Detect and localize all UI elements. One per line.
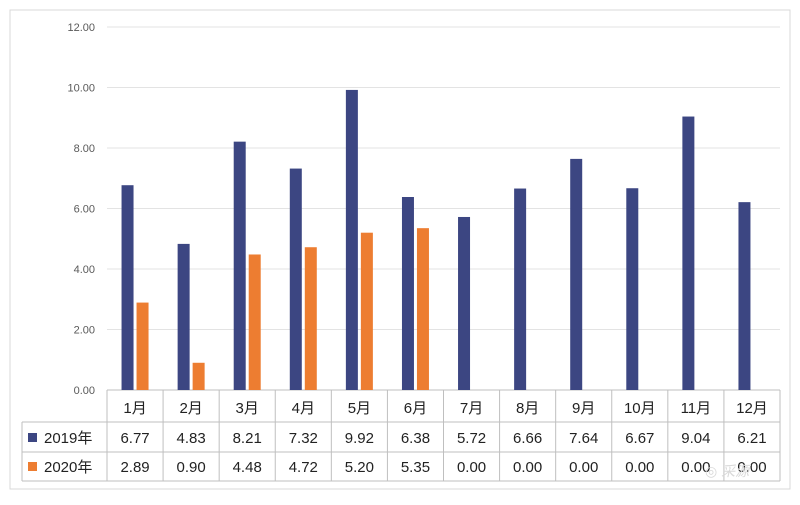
- x-tick-label: 6月: [404, 400, 427, 417]
- data-label: 9.04: [681, 430, 710, 447]
- bar-2019-2: [177, 243, 190, 390]
- x-tick-label: 10月: [624, 400, 656, 417]
- data-label: 6.67: [625, 430, 654, 447]
- bar-2020-6: [416, 228, 429, 390]
- bars-layer: [121, 89, 751, 391]
- data-label: 7.64: [569, 430, 598, 447]
- data-label: 2.89: [120, 459, 149, 476]
- data-label: 0.00: [737, 459, 766, 476]
- data-label: 6.38: [401, 430, 430, 447]
- bar-2020-1: [136, 302, 149, 390]
- data-label: 4.48: [233, 459, 262, 476]
- bar-2020-5: [360, 232, 373, 390]
- x-tick-label: 1月: [123, 400, 146, 417]
- y-tick-label: 6.00: [74, 204, 95, 216]
- watermark-logo: ◎ 采源: [705, 463, 752, 479]
- data-label: 6.21: [737, 430, 766, 447]
- legend-entry: 2020年: [44, 459, 92, 476]
- legend-entry: 2019年: [44, 430, 92, 447]
- data-label: 5.20: [345, 459, 374, 476]
- data-label: 0.00: [457, 459, 486, 476]
- legend-swatch-1: [28, 433, 37, 442]
- data-label: 0.00: [513, 459, 542, 476]
- data-label: 0.00: [625, 459, 654, 476]
- y-tick-label: 8.00: [74, 143, 95, 155]
- y-tick-label: 4.00: [74, 264, 95, 276]
- bar-2020-3: [248, 254, 261, 390]
- bar-2019-8: [514, 188, 527, 390]
- x-tick-label: 4月: [292, 400, 315, 417]
- data-label: 0.00: [569, 459, 598, 476]
- bar-2019-1: [121, 185, 134, 390]
- x-tick-label: 5月: [348, 400, 371, 417]
- data-label: 6.77: [120, 430, 149, 447]
- bar-2019-5: [345, 89, 358, 391]
- x-tick-label: 12月: [736, 400, 768, 417]
- data-label: 0.00: [681, 459, 710, 476]
- x-tick-label: 11月: [681, 400, 712, 417]
- bar-2020-2: [192, 362, 205, 390]
- bar-2020-4: [304, 247, 317, 390]
- bar-2019-7: [458, 216, 471, 390]
- bar-2019-4: [289, 168, 302, 390]
- y-axis-ticks: 0.00 2.00 4.00 6.00 8.00 10.00 12.00: [67, 22, 95, 397]
- y-tick-label: 10.00: [67, 83, 95, 95]
- x-tick-label: 8月: [516, 400, 539, 417]
- x-tick-label: 2月: [179, 400, 202, 417]
- y-tick-label: 2.00: [74, 325, 95, 337]
- y-tick-label: 12.00: [67, 22, 95, 34]
- data-label: 4.72: [289, 459, 318, 476]
- data-label: 8.21: [233, 430, 262, 447]
- bar-2019-10: [626, 188, 639, 390]
- bar-2019-6: [401, 197, 414, 390]
- data-label: 7.32: [289, 430, 318, 447]
- x-tick-label: 7月: [460, 400, 483, 417]
- bar-2019-11: [682, 116, 695, 390]
- data-label: 5.72: [457, 430, 486, 447]
- bar-2019-12: [738, 202, 751, 390]
- x-tick-label: 3月: [236, 400, 259, 417]
- data-label: 5.35: [401, 459, 430, 476]
- bar-2019-3: [233, 141, 246, 390]
- data-table: 1月 2月 3月 4月 5月 6月 7月 8月 9月 10月 11月 12月 2019年 6.77 4.83…: [21, 390, 781, 482]
- x-tick-label: 9月: [572, 400, 595, 417]
- data-label: 6.66: [513, 430, 542, 447]
- data-label: 4.83: [177, 430, 206, 447]
- data-label: 9.92: [345, 430, 374, 447]
- bar-2019-9: [570, 158, 583, 390]
- data-label: 0.90: [177, 459, 206, 476]
- y-tick-label: 0.00: [74, 385, 95, 397]
- chart-border: [9, 9, 791, 490]
- legend-swatch-2: [28, 462, 37, 471]
